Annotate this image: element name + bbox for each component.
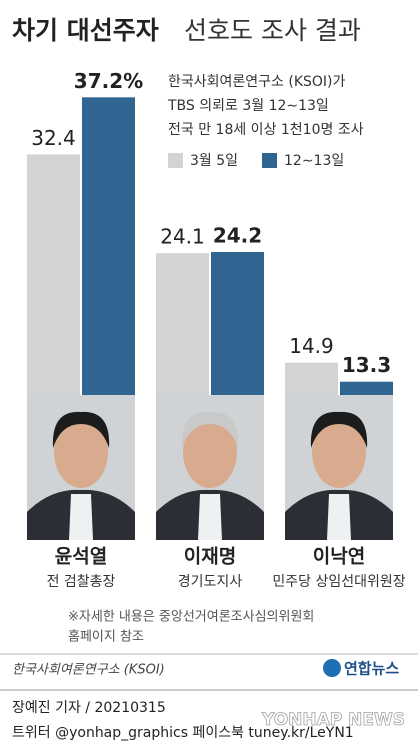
candidate-role: 민주당 상임선대위원장 (272, 574, 405, 590)
portrait-shirt (69, 494, 93, 540)
portrait (285, 395, 393, 540)
byline: 장예진 기자 / 20210315 (12, 700, 166, 716)
value-label: 32.4 (31, 126, 76, 150)
value-label: 37.2% (74, 69, 143, 93)
note: 한국사회여론연구소 (KSOI)가 (168, 74, 346, 90)
footnote: 홈페이지 참조 (68, 630, 144, 645)
portrait (156, 395, 264, 540)
watermark: YONHAP NEWS (261, 710, 405, 730)
portrait-face (312, 416, 366, 488)
portrait-hair (310, 411, 368, 448)
value-label: 24.2 (213, 224, 262, 248)
portrait-shirt (198, 494, 222, 540)
chart-title-suffix: 선호도 조사 결과 (184, 16, 361, 45)
legend-swatch (262, 153, 277, 168)
note: 전국 만 18세 이상 1천10명 조사 (168, 122, 364, 138)
logo: 연합뉴스 (344, 660, 399, 678)
legend-label: 12∼13일 (284, 153, 344, 169)
value-label: 14.9 (289, 334, 334, 358)
candidate-name: 이낙연 (313, 546, 365, 568)
legend-label: 3월 5일 (190, 153, 238, 169)
social: 트위터 @yonhap_graphics 페이스북 tuney.kr/LeYN1 (12, 725, 354, 741)
portrait-face (183, 416, 237, 488)
footnote: ※자세한 내용은 중앙선거여론조사심의위원회 (68, 610, 314, 625)
candidate-name: 이재명 (184, 546, 236, 568)
logo-icon (323, 659, 341, 677)
source: 한국사회여론연구소 (KSOI) (12, 663, 165, 678)
value-label: 24.1 (160, 225, 205, 249)
portrait-hair (52, 411, 110, 448)
value-label: 13.3 (342, 353, 391, 377)
candidate-name: 윤석열 (55, 546, 107, 568)
candidate-role: 경기도지사 (178, 574, 243, 590)
portrait-shirt (327, 494, 351, 540)
portrait-face (54, 416, 108, 488)
legend-swatch (168, 153, 183, 168)
portrait-hair (181, 411, 239, 448)
note: TBS 의뢰로 3월 12∼13일 (167, 98, 329, 114)
candidate-role: 전 검찰총장 (47, 574, 116, 590)
chart-title: 차기 대선주자 (12, 16, 159, 45)
portrait (27, 395, 135, 540)
